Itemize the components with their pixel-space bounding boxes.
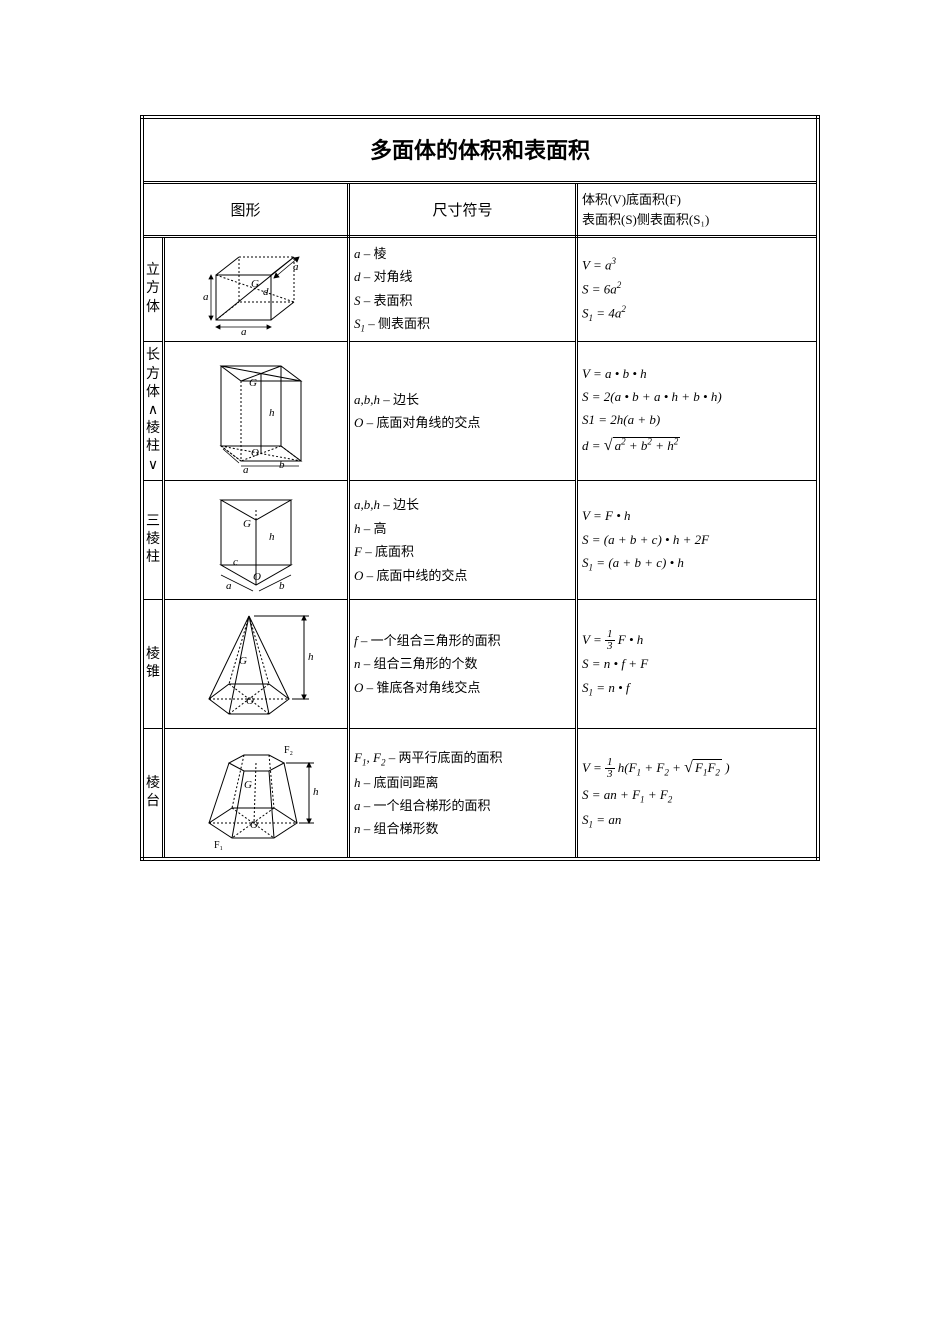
symbols-pyramid: f – 一个组合三角形的面积n – 组合三角形的个数O – 锥底各对角线交点	[349, 600, 577, 729]
table-title: 多面体的体积和表面积	[142, 117, 818, 183]
diagram-pyramid: G h O	[164, 600, 349, 729]
svg-text:c: c	[233, 556, 238, 568]
svg-text:h: h	[308, 651, 314, 663]
svg-text:O: O	[246, 695, 254, 707]
header-row: 图形 尺寸符号 体积(V)底面积(F) 表面积(S)侧表面积(S₁)	[142, 183, 818, 237]
formula-pyramid: V = 13 F • hS = n • f + FS1 = n • f	[577, 600, 819, 729]
diagram-cube: a a a G d	[164, 237, 349, 342]
svg-text:G: G	[239, 655, 247, 667]
svg-text:h: h	[269, 531, 275, 543]
svg-text:h: h	[269, 407, 275, 419]
svg-text:a: a	[203, 291, 209, 303]
symbols-prism: a,b,h – 边长h – 高F – 底面积O – 底面中线的交点	[349, 481, 577, 600]
formula-cube: V = a3S = 6a2S1 = 4a2	[577, 237, 819, 342]
svg-text:O: O	[251, 447, 259, 459]
svg-text:h: h	[313, 786, 319, 798]
diagram-cuboid: G h O a b	[164, 342, 349, 481]
row-name-cuboid: 长方体∧棱柱∨	[142, 342, 164, 481]
svg-text:G: G	[243, 518, 251, 530]
svg-text:a: a	[226, 580, 232, 592]
svg-text:O: O	[250, 819, 258, 831]
row-name-prism: 三棱柱	[142, 481, 164, 600]
row-frustum: 棱台	[142, 729, 818, 860]
svg-text:G: G	[249, 377, 257, 389]
header-shape: 图形	[142, 183, 349, 237]
document-page: 多面体的体积和表面积 图形 尺寸符号 体积(V)底面积(F) 表面积(S)侧表面…	[0, 0, 950, 1344]
row-name-frustum: 棱台	[142, 729, 164, 860]
svg-text:a: a	[293, 261, 299, 273]
row-cuboid: 长方体∧棱柱∨	[142, 342, 818, 481]
row-cube: 立方体 a a	[142, 237, 818, 342]
formula-prism: V = F • hS = (a + b + c) • h + 2FS1 = (a…	[577, 481, 819, 600]
row-pyramid: 棱锥	[142, 600, 818, 729]
svg-text:G: G	[251, 278, 259, 290]
formula-cuboid: V = a • b • hS = 2(a • b + a • h + b • h…	[577, 342, 819, 481]
diagram-frustum: F₂ F₁ G O h	[164, 729, 349, 860]
row-name-pyramid: 棱锥	[142, 600, 164, 729]
formula-frustum: V = 13 h(F1 + F2 + √F1F2 )S = an + F1 + …	[577, 729, 819, 860]
svg-text:G: G	[244, 779, 252, 791]
header-formula: 体积(V)底面积(F) 表面积(S)侧表面积(S₁)	[577, 183, 819, 237]
svg-text:F₁: F₁	[214, 840, 223, 851]
row-prism: 三棱柱 G h c O a b	[142, 481, 818, 600]
row-name-cube: 立方体	[142, 237, 164, 342]
svg-text:b: b	[279, 580, 285, 592]
diagram-prism: G h c O a b	[164, 481, 349, 600]
header-symbols: 尺寸符号	[349, 183, 577, 237]
svg-text:O: O	[253, 571, 261, 583]
svg-text:a: a	[241, 326, 247, 335]
svg-text:F₂: F₂	[284, 745, 293, 756]
symbols-cube: a – 棱d – 对角线S – 表面积S1 – 侧表面积	[349, 237, 577, 342]
svg-text:b: b	[279, 459, 285, 471]
symbols-cuboid: a,b,h – 边长O – 底面对角线的交点	[349, 342, 577, 481]
svg-text:d: d	[263, 286, 269, 298]
formula-table: 多面体的体积和表面积 图形 尺寸符号 体积(V)底面积(F) 表面积(S)侧表面…	[140, 115, 820, 861]
symbols-frustum: F1, F2 – 两平行底面的面积h – 底面间距离a – 一个组合梯形的面积n…	[349, 729, 577, 860]
header-formula-l2: 表面积(S)侧表面积(S₁)	[582, 212, 709, 227]
header-formula-l1: 体积(V)底面积(F)	[582, 192, 681, 207]
